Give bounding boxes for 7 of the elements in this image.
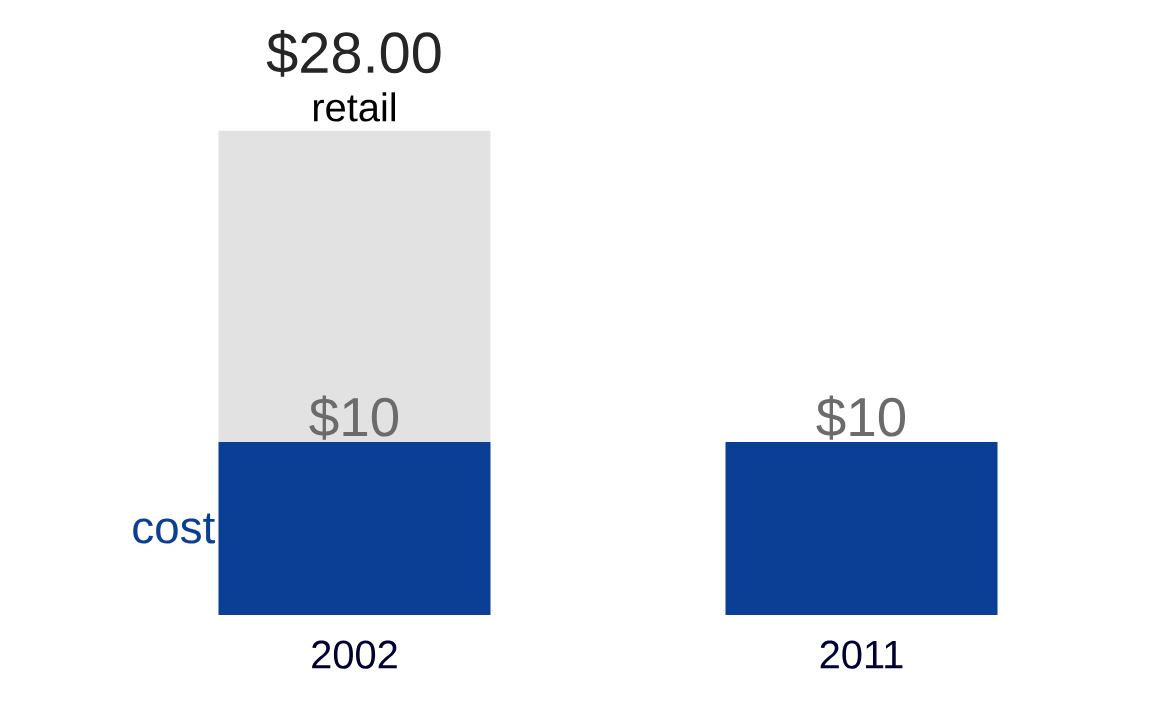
x-tick-label: 2011 — [820, 640, 903, 669]
total-label: $28.00 — [266, 29, 441, 77]
series-label: retail — [313, 92, 396, 122]
x-tick-label: 2002 — [312, 640, 397, 669]
series-label: cost — [133, 513, 215, 544]
data-label: $10 — [816, 395, 906, 440]
data-label: $10 — [309, 395, 399, 440]
